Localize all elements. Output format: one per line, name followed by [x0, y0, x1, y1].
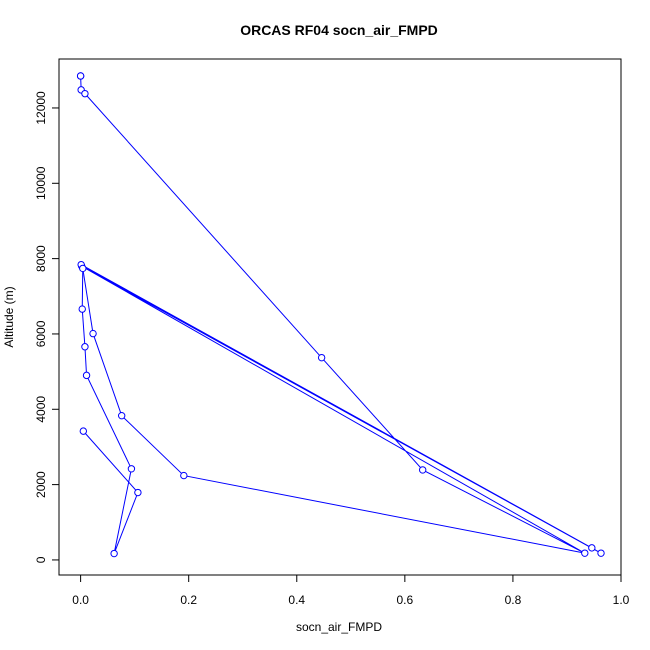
data-point — [117, 411, 126, 420]
y-tick-label: 8000 — [34, 245, 48, 272]
x-tick-label: 0.2 — [180, 593, 197, 607]
x-tick-label: 0.0 — [72, 593, 89, 607]
data-point — [581, 549, 589, 557]
y-tick-label: 10000 — [34, 166, 48, 200]
data-point — [180, 471, 188, 480]
x-tick-label: 1.0 — [613, 593, 630, 607]
data-point — [597, 549, 605, 557]
y-tick-label: 2000 — [34, 471, 48, 498]
main-profile-line — [80, 75, 602, 554]
data-point — [82, 371, 91, 380]
data-point — [89, 329, 97, 338]
data-point — [81, 343, 89, 351]
chart-title: ORCAS RF04 socn_air_FMPD — [240, 22, 438, 38]
series-lines — [80, 75, 602, 554]
y-tick-label: 4000 — [34, 396, 48, 423]
data-point — [110, 549, 118, 558]
data-point — [81, 89, 89, 98]
data-point — [79, 264, 87, 273]
plot-frame — [58, 58, 622, 576]
y-tick-label: 0 — [34, 556, 48, 563]
y-tick-label: 6000 — [34, 320, 48, 347]
y-tick-label: 12000 — [34, 91, 48, 125]
data-point — [134, 488, 142, 497]
data-point — [79, 427, 88, 435]
x-axis-label: socn_air_FMPD — [296, 620, 382, 634]
data-point — [127, 465, 136, 473]
data-point — [76, 72, 85, 80]
x-tick-label: 0.4 — [288, 593, 305, 607]
y-axis: 0 2000 4000 6000 8000 10000 12000 — [34, 91, 60, 563]
data-point — [418, 466, 427, 474]
y-axis-label: Altitude (m) — [2, 286, 16, 347]
x-axis: 0.0 0.2 0.4 0.6 0.8 1.0 — [72, 574, 630, 607]
data-point — [78, 305, 86, 313]
data-point — [317, 353, 326, 362]
data-point — [588, 544, 596, 552]
x-tick-label: 0.8 — [505, 593, 522, 607]
x-tick-label: 0.6 — [397, 593, 414, 607]
series-points — [76, 72, 605, 558]
